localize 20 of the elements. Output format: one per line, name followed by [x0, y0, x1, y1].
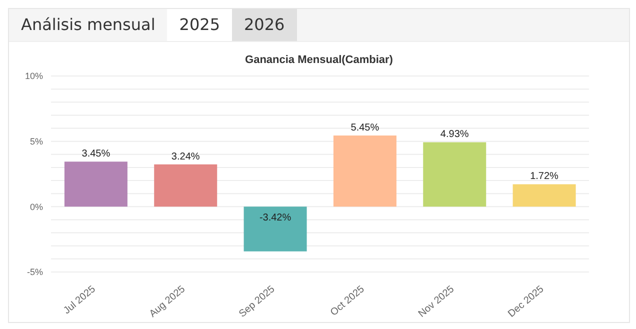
data-label: 1.72% [530, 171, 559, 182]
chart-title: Ganancia Mensual(Cambiar) [244, 54, 394, 66]
y-tick-label: 0% [30, 202, 43, 212]
y-tick-label: 10% [24, 71, 43, 82]
text: Análisis mensual [9, 9, 168, 41]
bar [244, 206, 307, 252]
bar [512, 184, 576, 207]
data-label: 3.45% [82, 148, 110, 160]
data-label: 3.24% [171, 151, 200, 162]
y-tick-label: -5% [26, 267, 43, 278]
bar [154, 164, 218, 207]
text: 2025 [167, 9, 232, 41]
bar [64, 162, 128, 207]
bar [423, 142, 486, 207]
y-tick-label: 5% [30, 136, 43, 147]
data-label: -3.42% [259, 212, 292, 224]
text: 2026 [232, 9, 297, 41]
data-label: 4.93% [440, 129, 469, 140]
bar [333, 135, 396, 207]
data-label: 5.45% [350, 122, 380, 134]
